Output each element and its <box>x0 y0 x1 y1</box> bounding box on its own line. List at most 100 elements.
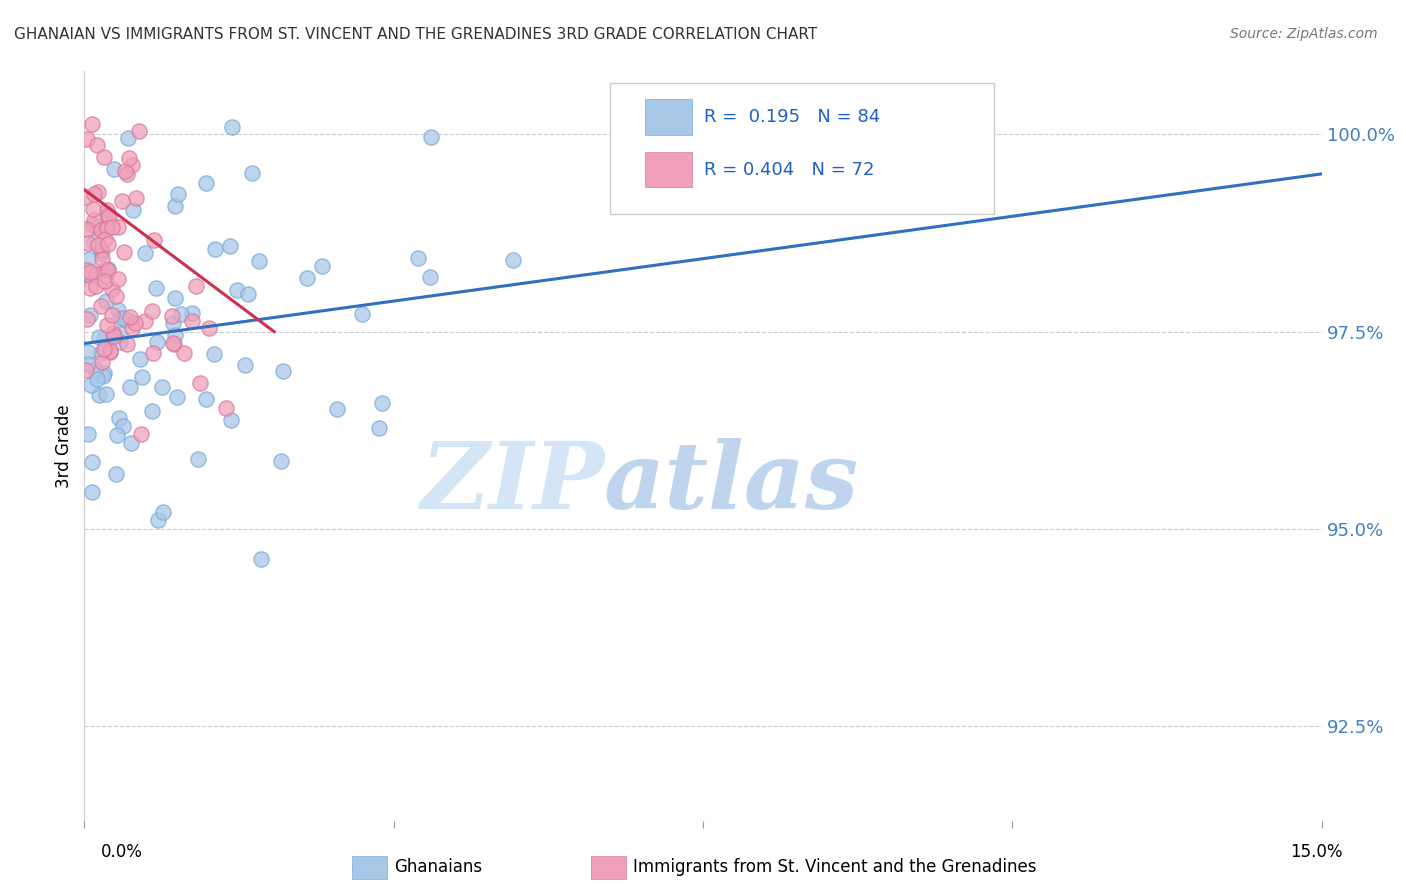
Point <box>145 281 167 295</box>
Point <box>93 343 115 357</box>
Point <box>103 329 125 343</box>
Point <box>96 202 118 217</box>
Point <box>75 189 97 203</box>
Point <box>107 272 129 286</box>
Point <box>96 387 118 401</box>
Point <box>221 120 243 134</box>
Point <box>107 411 129 425</box>
Point <box>150 380 173 394</box>
Point <box>89 222 111 236</box>
Point <box>112 310 135 325</box>
Point <box>91 244 114 258</box>
Point <box>117 151 139 165</box>
Point <box>219 239 242 253</box>
Point <box>96 318 118 332</box>
Point <box>76 312 98 326</box>
Point <box>90 246 112 260</box>
Point <box>115 336 138 351</box>
Point <box>197 321 219 335</box>
Point <box>87 237 110 252</box>
Point <box>77 252 100 266</box>
Point <box>98 345 121 359</box>
Point <box>124 316 146 330</box>
Point <box>94 232 117 246</box>
Point <box>76 132 98 146</box>
Point <box>82 202 104 217</box>
Point <box>94 268 117 283</box>
Point <box>325 402 347 417</box>
Point <box>162 337 184 351</box>
Point <box>90 354 112 368</box>
Point <box>202 347 225 361</box>
FancyBboxPatch shape <box>645 152 692 187</box>
Y-axis label: 3rd Grade: 3rd Grade <box>55 404 73 488</box>
Point <box>188 376 211 390</box>
Point <box>236 286 259 301</box>
Point <box>83 235 105 249</box>
Point <box>89 330 111 344</box>
Point <box>84 267 107 281</box>
Point <box>219 413 242 427</box>
Point <box>350 307 373 321</box>
Text: R = 0.404   N = 72: R = 0.404 N = 72 <box>704 161 875 178</box>
Point <box>204 242 226 256</box>
Point <box>101 219 124 234</box>
FancyBboxPatch shape <box>610 83 994 214</box>
Point <box>128 124 150 138</box>
Point <box>94 261 117 276</box>
Point <box>86 219 108 233</box>
Text: GHANAIAN VS IMMIGRANTS FROM ST. VINCENT AND THE GRENADINES 3RD GRADE CORRELATION: GHANAIAN VS IMMIGRANTS FROM ST. VINCENT … <box>14 27 817 42</box>
Point <box>105 428 128 442</box>
Point <box>250 551 273 566</box>
Text: Ghanaians: Ghanaians <box>394 858 482 876</box>
Point <box>107 219 129 234</box>
Text: 0.0%: 0.0% <box>101 843 143 861</box>
Point <box>77 427 100 442</box>
Point <box>101 282 124 296</box>
Point <box>97 209 120 223</box>
Text: ZIP: ZIP <box>420 439 605 528</box>
Point <box>141 304 163 318</box>
Point <box>195 176 218 190</box>
Point <box>91 369 114 384</box>
Point <box>162 309 184 323</box>
Point <box>97 236 120 251</box>
Point <box>114 163 136 178</box>
Point <box>90 252 112 266</box>
Point <box>142 345 165 359</box>
Point <box>120 310 142 324</box>
Point <box>141 404 163 418</box>
Point <box>125 191 148 205</box>
Point <box>170 307 193 321</box>
Point <box>110 311 132 326</box>
Point <box>83 213 105 227</box>
Point <box>97 261 120 276</box>
Point <box>163 328 186 343</box>
Point <box>93 275 115 289</box>
Text: Source: ZipAtlas.com: Source: ZipAtlas.com <box>1230 27 1378 41</box>
Point <box>80 377 103 392</box>
Point <box>111 194 134 209</box>
Point <box>77 357 100 371</box>
Point <box>129 426 152 441</box>
Point <box>118 380 141 394</box>
Point <box>79 281 101 295</box>
Point <box>163 199 186 213</box>
Point <box>80 455 103 469</box>
Point <box>367 421 389 435</box>
Point <box>83 362 105 376</box>
Point <box>134 245 156 260</box>
Point <box>117 313 139 327</box>
Point <box>86 372 108 386</box>
Point <box>297 271 319 285</box>
Point <box>115 167 138 181</box>
FancyBboxPatch shape <box>645 99 692 135</box>
Point <box>101 326 124 340</box>
Point <box>146 513 169 527</box>
Point <box>96 294 118 309</box>
Point <box>273 364 295 378</box>
Point <box>152 506 174 520</box>
Point <box>107 302 129 317</box>
Text: atlas: atlas <box>605 439 859 528</box>
Point <box>371 396 394 410</box>
